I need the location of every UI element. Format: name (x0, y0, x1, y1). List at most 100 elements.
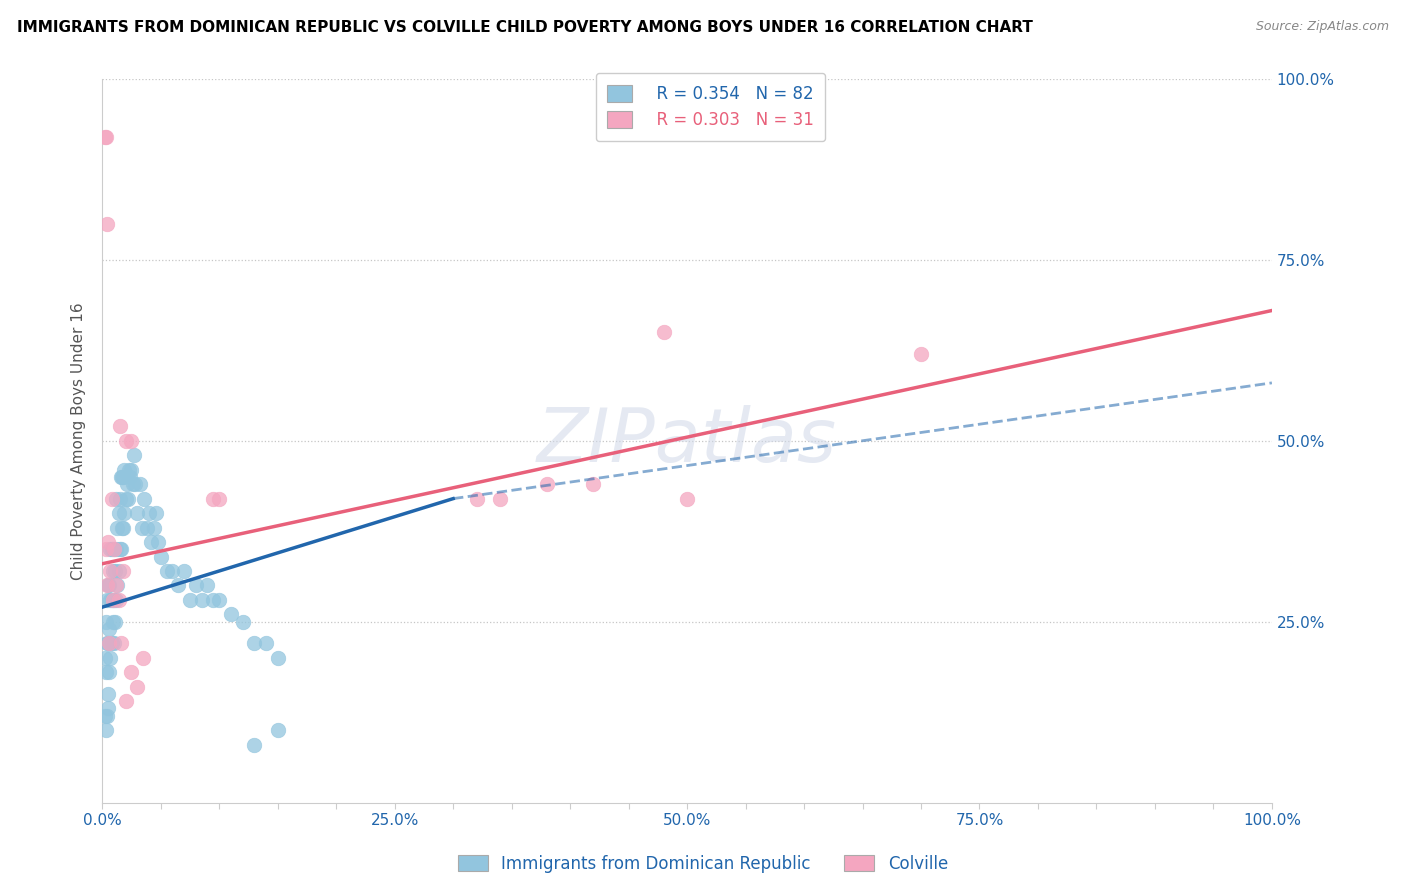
Point (184, 578, 207, 592)
Point (96, 578, 118, 592)
Point (111, 520, 134, 534)
Point (124, 477, 146, 491)
Point (117, 491, 139, 506)
Point (120, 434, 142, 448)
Point (103, 636, 125, 650)
Point (536, 477, 558, 491)
Point (162, 564, 184, 578)
Point (94, 615, 117, 629)
Point (100, 650, 122, 665)
Point (142, 520, 165, 534)
Point (93, 129, 115, 144)
Point (98, 665, 121, 680)
Point (107, 520, 129, 534)
Point (105, 491, 128, 506)
Point (97, 535, 120, 549)
Point (96, 708, 118, 723)
Point (122, 448, 145, 462)
Point (128, 477, 150, 491)
Point (208, 491, 231, 506)
Y-axis label: Child Poverty Among Boys Under 16: Child Poverty Among Boys Under 16 (72, 301, 86, 580)
Point (266, 723, 288, 738)
Point (179, 593, 201, 607)
Point (465, 491, 488, 506)
Point (94, 542, 117, 557)
Point (118, 463, 141, 477)
Point (149, 549, 172, 564)
Point (108, 542, 131, 557)
Point (100, 491, 122, 506)
Point (100, 542, 122, 557)
Point (115, 477, 138, 491)
Point (112, 564, 135, 578)
Point (98, 622, 121, 636)
Point (107, 578, 129, 592)
Point (489, 491, 512, 506)
Point (110, 542, 132, 557)
Point (93, 650, 115, 665)
Point (94, 723, 117, 738)
Point (107, 506, 129, 520)
Point (107, 564, 129, 578)
Legend: Immigrants from Dominican Republic, Colville: Immigrants from Dominican Republic, Colv… (451, 848, 955, 880)
Point (121, 477, 143, 491)
Point (97, 701, 120, 715)
Point (134, 491, 156, 506)
Point (94, 665, 117, 680)
Point (114, 434, 136, 448)
Point (110, 470, 132, 484)
Point (112, 520, 135, 534)
Point (97, 636, 120, 650)
Point (190, 593, 212, 607)
Point (97, 687, 120, 701)
Point (145, 506, 167, 520)
Point (98, 578, 121, 592)
Point (108, 491, 131, 506)
Point (131, 520, 153, 534)
Point (100, 593, 122, 607)
Point (97, 578, 120, 592)
Point (98, 636, 121, 650)
Point (202, 593, 225, 607)
Point (127, 680, 149, 694)
Point (101, 593, 124, 607)
Point (100, 542, 122, 557)
Point (243, 738, 266, 752)
Point (155, 564, 177, 578)
Point (208, 593, 231, 607)
Point (94, 129, 117, 144)
Point (100, 564, 122, 578)
Point (103, 542, 125, 557)
Point (135, 520, 157, 534)
Point (105, 578, 128, 592)
Point (93, 708, 115, 723)
Point (114, 463, 136, 477)
Point (582, 477, 605, 491)
Text: ZIPatlas: ZIPatlas (537, 405, 837, 476)
Point (96, 636, 118, 650)
Point (148, 535, 170, 549)
Point (127, 506, 149, 520)
Point (120, 470, 142, 484)
Point (114, 506, 136, 520)
Point (100, 593, 122, 607)
Point (104, 615, 127, 629)
Point (96, 217, 118, 231)
Point (243, 636, 266, 650)
Point (96, 593, 118, 607)
Point (112, 470, 135, 484)
Point (132, 650, 155, 665)
Point (105, 593, 128, 607)
Point (232, 615, 254, 629)
Point (120, 463, 142, 477)
Text: IMMIGRANTS FROM DOMINICAN REPUBLIC VS COLVILLE CHILD POVERTY AMONG BOYS UNDER 16: IMMIGRANTS FROM DOMINICAN REPUBLIC VS CO… (17, 20, 1033, 35)
Point (101, 615, 124, 629)
Point (910, 347, 932, 361)
Point (107, 593, 129, 607)
Point (105, 542, 128, 557)
Point (101, 564, 124, 578)
Legend:   R = 0.354   N = 82,   R = 0.303   N = 31: R = 0.354 N = 82, R = 0.303 N = 31 (596, 73, 825, 141)
Point (120, 665, 142, 680)
Point (652, 325, 675, 339)
Point (111, 470, 134, 484)
